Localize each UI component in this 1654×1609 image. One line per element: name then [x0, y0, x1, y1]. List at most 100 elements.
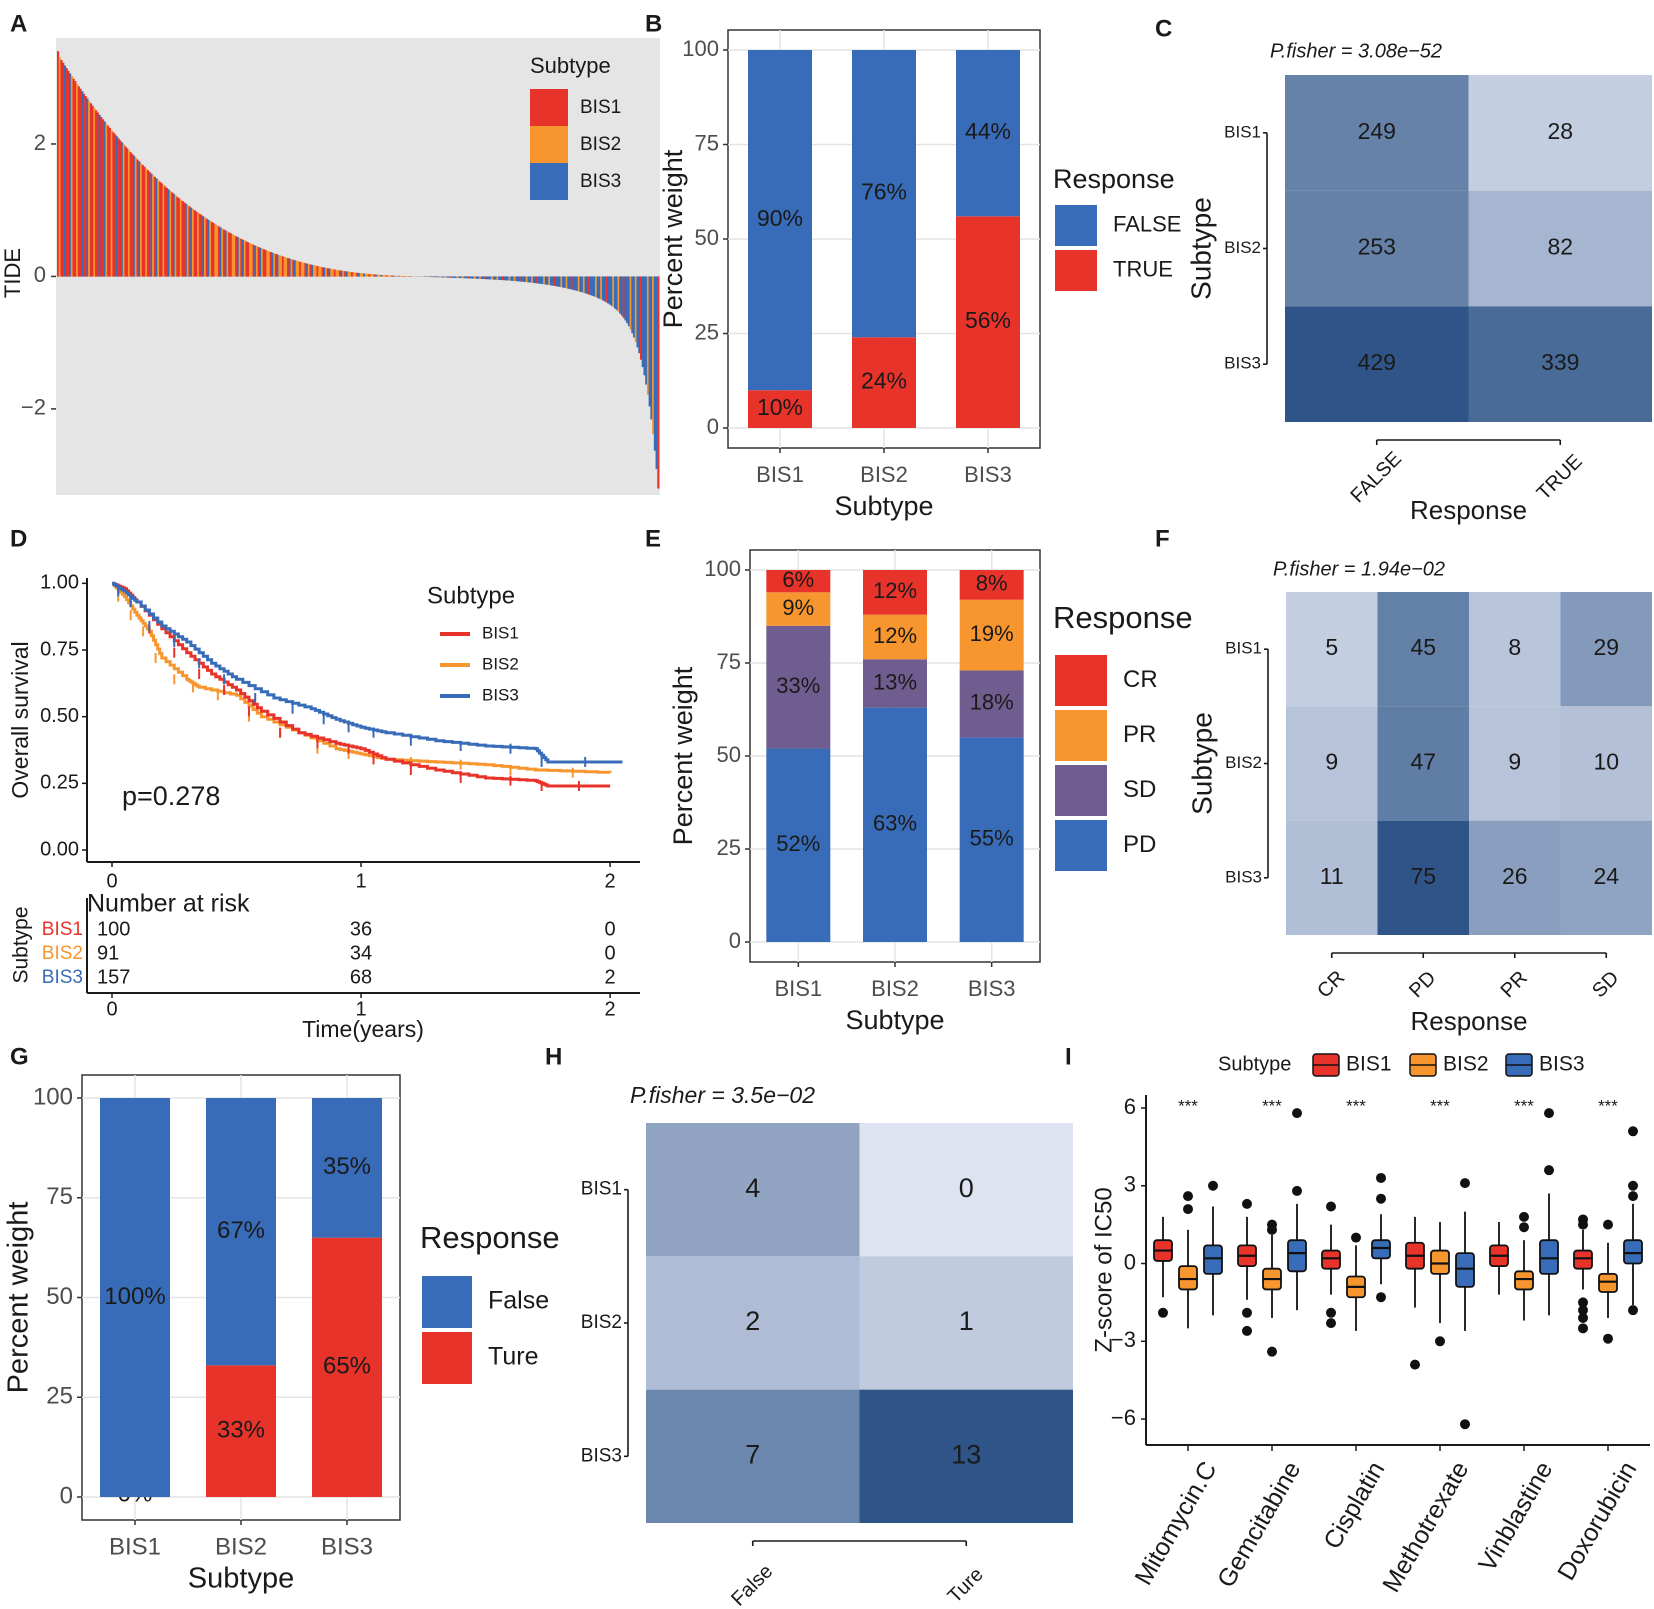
y-tick-label: 3: [1124, 1172, 1136, 1197]
tide-bar: [313, 265, 316, 277]
tide-bar: [382, 275, 385, 277]
tide-bar: [607, 276, 610, 304]
tide-bar: [501, 276, 504, 281]
outlier-point: [1267, 1346, 1277, 1357]
tide-bar: [394, 275, 397, 277]
heatmap-cell: [1468, 75, 1652, 191]
tide-bar: [114, 134, 117, 277]
data-label: 8%: [976, 571, 1008, 596]
heatmap-cell: [1377, 592, 1469, 707]
legend-swatch: [1055, 765, 1107, 816]
tide-bar: [105, 123, 108, 277]
bar-segment: [863, 659, 927, 708]
tide-bar: [617, 276, 620, 312]
tide-bar: [229, 233, 233, 277]
bar-segment: [959, 599, 1024, 671]
box: [1598, 1272, 1618, 1293]
y-tick-label: 0: [34, 262, 46, 287]
x-tick-label: BIS2: [215, 1533, 267, 1560]
tide-bar: [446, 276, 449, 278]
tide-bar: [453, 276, 456, 278]
bar-segment: [748, 390, 812, 428]
tide-bar: [505, 276, 508, 281]
data-label: 24%: [861, 368, 907, 394]
x-axis-title: Time(years): [302, 1016, 424, 1042]
cell-value: 29: [1593, 634, 1619, 660]
tide-bar: [581, 276, 584, 293]
tide-bar: [390, 275, 393, 277]
heatmap-cell: [859, 1256, 1073, 1390]
col-label: CR: [1313, 966, 1349, 1002]
tide-bar: [126, 148, 129, 277]
heatmap-cell: [646, 1389, 860, 1523]
data-label: 90%: [757, 205, 803, 231]
cell-value: 429: [1358, 349, 1396, 375]
tide-bar: [430, 276, 433, 278]
legend-title: Response: [1053, 164, 1175, 194]
tide-bar: [387, 275, 390, 277]
tide-bar: [117, 138, 120, 277]
x-tick-label: 0: [106, 870, 117, 892]
box: [1371, 1239, 1391, 1260]
tide-bar: [624, 276, 627, 321]
tide-bar: [537, 276, 541, 284]
tide-bar: [460, 276, 463, 279]
tide-bar: [371, 274, 374, 277]
tide-bar: [373, 274, 376, 277]
tide-bar: [487, 276, 490, 280]
tide-bar: [352, 272, 355, 277]
tide-bar: [463, 276, 466, 279]
tide-bar: [65, 68, 68, 277]
legend-label: PR: [1123, 721, 1156, 748]
y-tick-label: 25: [46, 1383, 73, 1410]
heatmap-cell: [1285, 190, 1469, 307]
col-label: PR: [1497, 967, 1532, 1002]
tide-bar: [342, 270, 345, 277]
panel-c-heatmap: 249 28 253 82 429 339 P.fisher = 3.08e−52 BIS1 B…: [1185, 40, 1652, 525]
tide-bar: [216, 225, 219, 277]
significance-mark: ***: [1346, 1096, 1366, 1115]
y-axis-title: Percent weight: [658, 149, 688, 328]
tide-bar: [266, 250, 269, 277]
legend-swatch: [530, 89, 568, 126]
tide-bar: [242, 239, 245, 277]
heatmap-cell: [1560, 820, 1652, 935]
tide-bar: [641, 276, 644, 368]
bar-segment: [956, 216, 1020, 428]
box: [1203, 1244, 1223, 1275]
bar-segment: [863, 707, 927, 942]
y-tick-label: 50: [46, 1283, 73, 1310]
row-label: BIS1: [581, 1179, 622, 1200]
tide-bar: [378, 274, 381, 277]
heatmap-cell: [859, 1123, 1073, 1257]
outlier-point: [1410, 1359, 1420, 1370]
box: [1623, 1239, 1643, 1265]
legend-swatch: [1055, 655, 1107, 706]
tide-bar: [645, 276, 648, 385]
tide-bar: [174, 195, 177, 277]
tide-bar: [437, 276, 440, 278]
heatmap-cell: [1560, 592, 1652, 707]
tide-bar: [318, 266, 321, 277]
legend-label: FALSE: [1113, 211, 1181, 236]
survival-curve-bis3: [112, 581, 623, 764]
risk-row-label: BIS3: [42, 967, 83, 988]
risk-y-title: Subtype: [10, 906, 33, 983]
pvalue-annotation: P.fisher = 3.08e−52: [1270, 40, 1442, 62]
row-label: BIS1: [1224, 122, 1261, 141]
cell-value: 9: [1508, 749, 1521, 775]
bar-segment: [852, 337, 916, 428]
tide-bar: [653, 276, 656, 451]
tide-bar: [152, 175, 155, 277]
outlier-point: [1628, 1191, 1638, 1202]
tide-bar: [316, 266, 319, 277]
tide-bar: [522, 276, 525, 282]
tide-bar: [164, 186, 167, 277]
tide-bar: [491, 276, 494, 280]
tide-bar: [172, 193, 176, 277]
heatmap-cell: [1468, 306, 1652, 422]
tide-bar: [340, 270, 343, 277]
tide-bar: [190, 207, 193, 277]
tide-bar: [121, 142, 124, 277]
box: [1539, 1239, 1559, 1275]
